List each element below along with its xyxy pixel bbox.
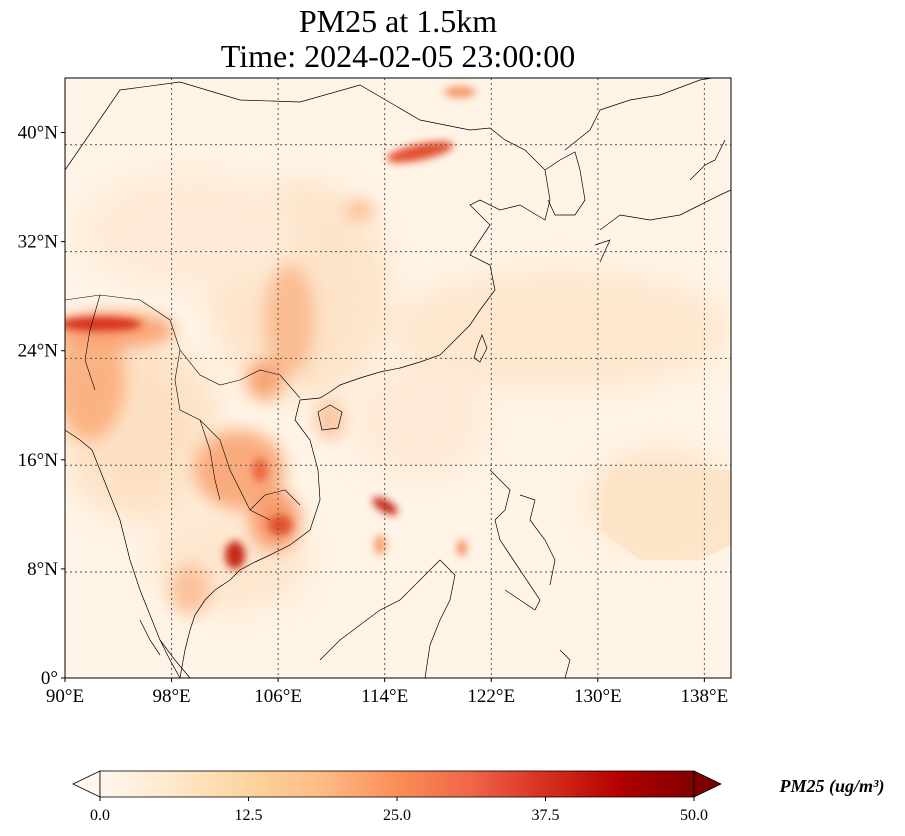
latitude-ticks: 0° 8°N 16°N 24°N 32°N 40°N	[18, 123, 65, 689]
colorbar-tick-label: 0.0	[90, 807, 110, 824]
concentration-field	[65, 78, 731, 678]
title-time: Time: 2024-02-05 23:00:00	[220, 38, 576, 74]
colorbar-extend-min	[72, 770, 101, 798]
longitude-ticks: 90°E 98°E 106°E 114°E 122°E 130°E 138°E	[46, 678, 728, 707]
x-tick-label: 98°E	[152, 686, 190, 707]
colorbar-label: PM25 (ug/m³)	[779, 776, 885, 797]
colorbar-ticks: 0.0 12.5 25.0 37.5 50.0	[90, 797, 708, 824]
colorbar-gradient	[100, 771, 694, 797]
colorbar-tick-label: 50.0	[680, 807, 708, 824]
colorbar-extend-max	[693, 770, 722, 798]
gridlines	[65, 78, 731, 678]
x-tick-label: 122°E	[467, 686, 515, 707]
colorbar-tick-label: 25.0	[383, 807, 411, 824]
colorbar: 0.0 12.5 25.0 37.5 50.0 PM25 (ug/m³)	[72, 770, 885, 824]
y-tick-label: 40°N	[18, 123, 59, 144]
x-tick-label: 138°E	[681, 686, 729, 707]
x-tick-label: 130°E	[574, 686, 622, 707]
x-tick-label: 114°E	[361, 686, 408, 707]
x-tick-label: 90°E	[46, 686, 84, 707]
x-tick-label: 106°E	[254, 686, 302, 707]
y-tick-label: 32°N	[18, 232, 59, 253]
map-frame	[64, 77, 732, 679]
title-variable: PM25 at 1.5km	[298, 3, 498, 39]
y-tick-label: 0°	[41, 668, 58, 689]
y-tick-label: 24°N	[18, 341, 59, 362]
map-title: PM25 at 1.5km Time: 2024-02-05 23:00:00	[65, 4, 731, 74]
colorbar-tick-label: 37.5	[532, 807, 560, 824]
colorbar-tick-label: 12.5	[235, 807, 263, 824]
y-tick-label: 16°N	[18, 450, 59, 471]
y-tick-label: 8°N	[27, 559, 58, 580]
